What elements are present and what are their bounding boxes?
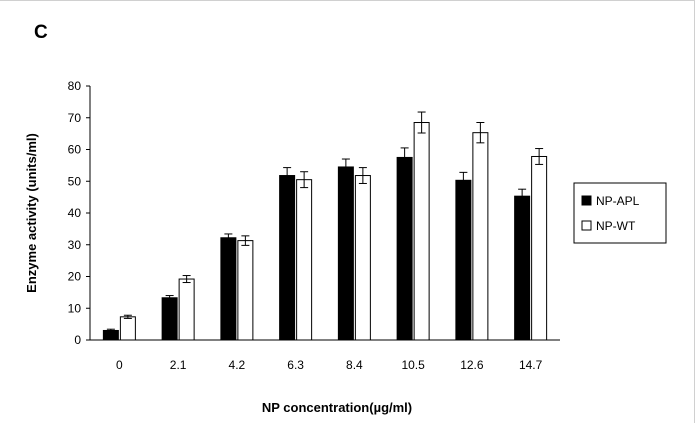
y-tick-label: 40 (68, 206, 82, 220)
legend-box (573, 182, 667, 244)
bar-np-wt (354, 175, 371, 341)
y-tick-label: 80 (68, 79, 82, 93)
x-tick-label: 0 (116, 358, 123, 372)
bar-np-wt (296, 179, 313, 341)
bar-np-apl (220, 237, 237, 341)
y-tick-label: 0 (74, 333, 81, 347)
bar-np-apl (161, 297, 178, 341)
y-tick-label: 10 (68, 301, 82, 315)
y-tick-label: 50 (68, 174, 82, 188)
legend-label-np-apl: NP-APL (596, 194, 640, 208)
bar-np-apl (337, 166, 354, 341)
y-tick-label: 20 (68, 270, 82, 284)
bar-np-wt (178, 278, 195, 341)
y-axis-title: Enzyme activity (units/ml) (24, 133, 39, 293)
bar-np-wt (472, 132, 489, 341)
y-tick-label: 70 (68, 111, 82, 125)
x-tick-label: 12.6 (460, 358, 484, 372)
panel-label: C (34, 22, 48, 43)
bar-np-wt (531, 155, 548, 341)
x-tick-label: 2.1 (170, 358, 187, 372)
x-tick-label: 10.5 (401, 358, 425, 372)
error-bars (106, 111, 544, 333)
legend-swatch-np-wt (581, 220, 592, 231)
bar-np-apl (396, 156, 413, 341)
y-tick-label: 30 (68, 238, 82, 252)
bar-np-wt (237, 240, 254, 341)
x-axis-title: NP concentration(µg/ml) (262, 400, 412, 415)
x-axis-ticks: 0 2.1 4.2 6.3 8.4 10.5 12.6 14.7 (116, 358, 543, 372)
bar-np-wt (413, 122, 430, 341)
bar-np-apl (514, 195, 531, 341)
x-tick-label: 8.4 (346, 358, 363, 372)
chart-axes (89, 86, 560, 341)
bar-np-apl (279, 175, 296, 341)
x-tick-label: 14.7 (519, 358, 543, 372)
y-tick-label: 60 (68, 143, 82, 157)
x-tick-label: 4.2 (229, 358, 246, 372)
bar-np-wt (119, 316, 136, 341)
bar-series (102, 122, 548, 341)
legend-label-np-wt: NP-WT (596, 219, 636, 233)
x-tick-label: 6.3 (287, 358, 304, 372)
y-axis-ticks: 0 10 20 30 40 50 60 70 80 (68, 79, 90, 347)
legend-swatch-np-apl (581, 195, 592, 206)
legend: NP-APL NP-WT (573, 182, 667, 244)
bar-np-apl (455, 179, 472, 341)
